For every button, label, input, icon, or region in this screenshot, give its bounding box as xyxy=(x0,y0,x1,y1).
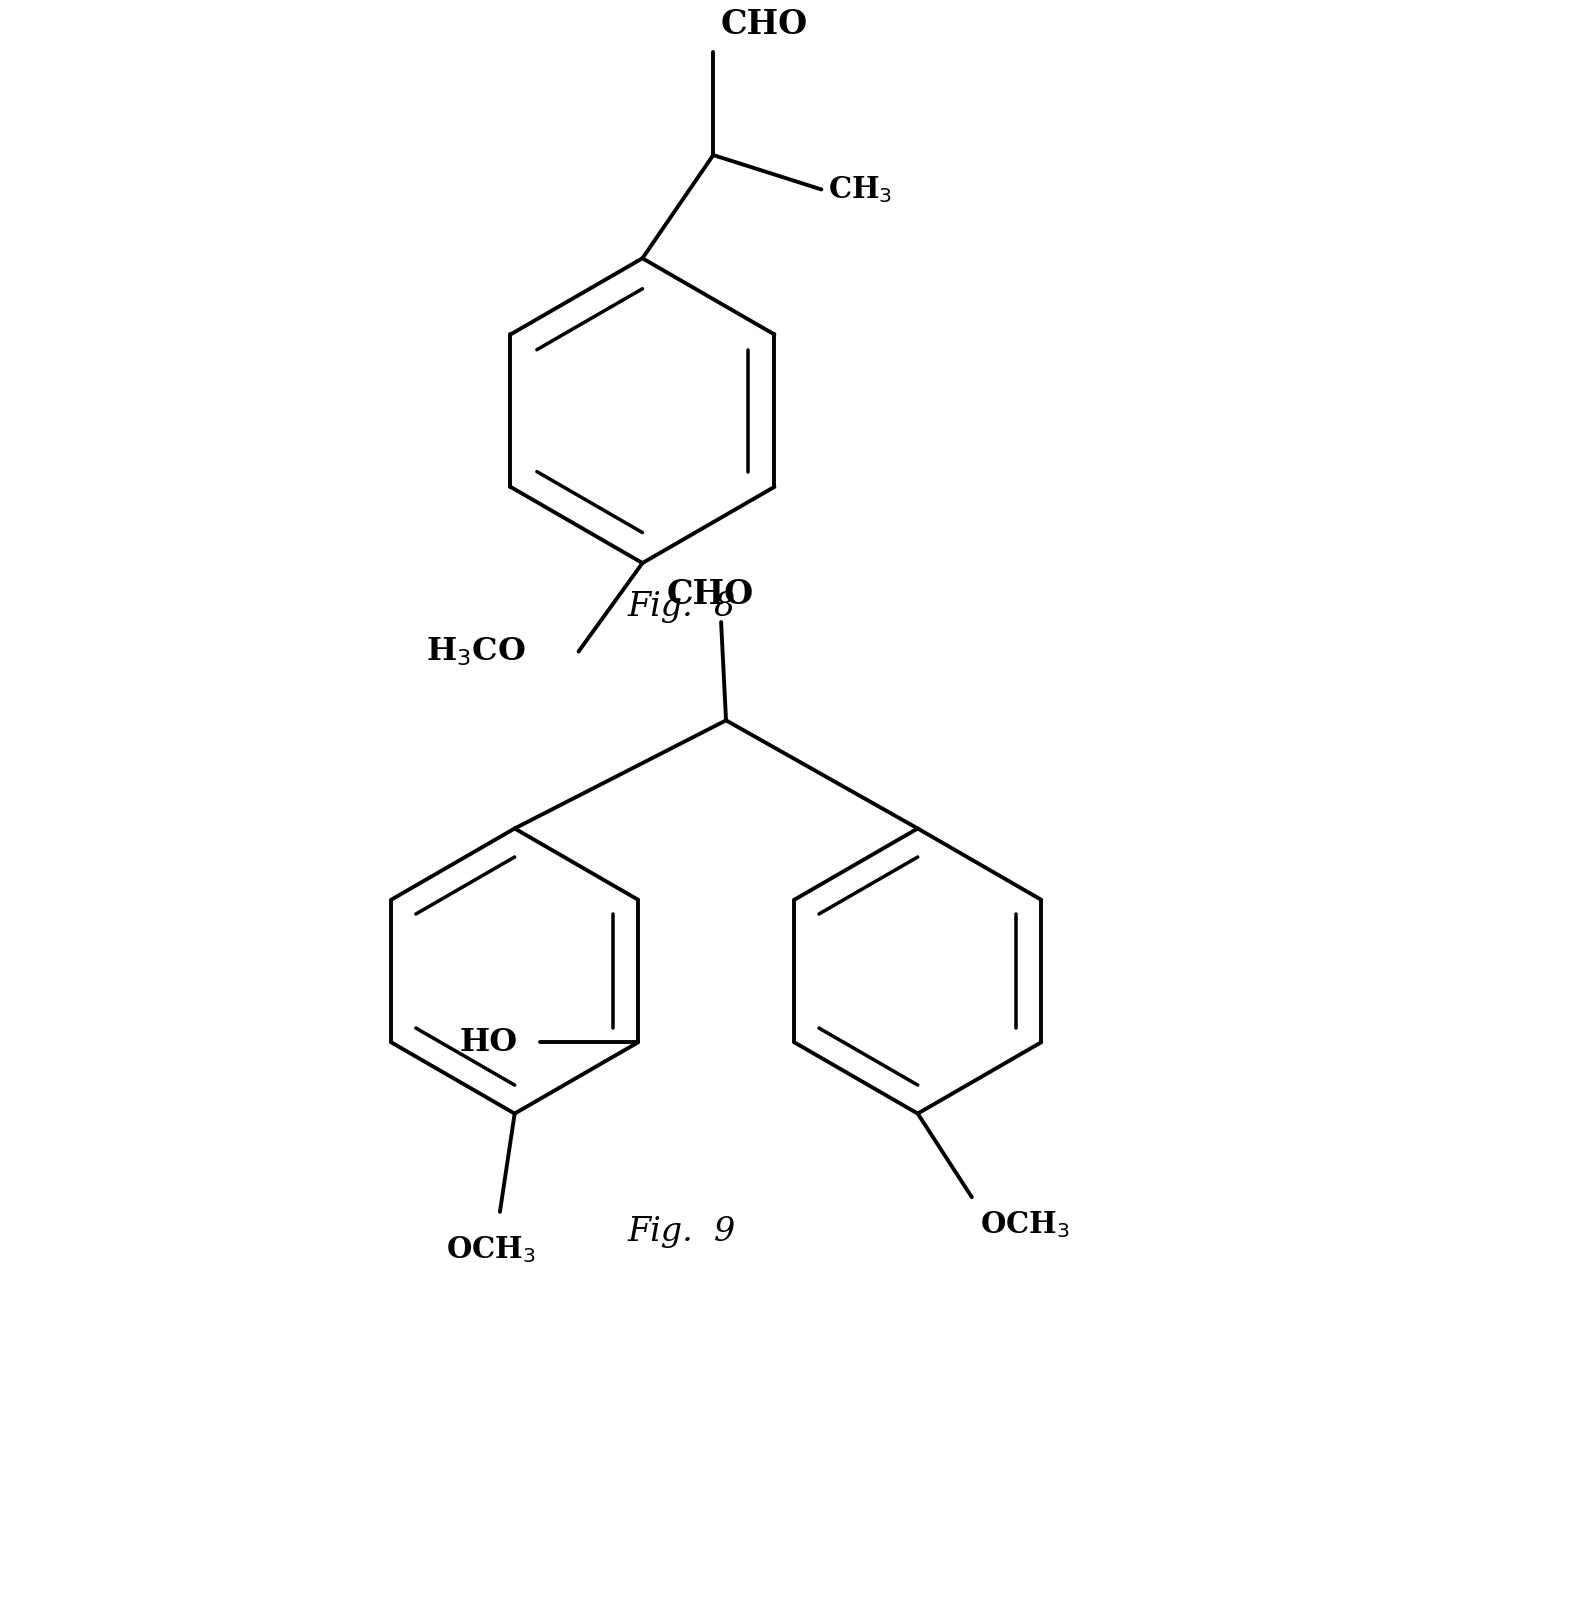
Text: HO: HO xyxy=(459,1027,517,1058)
Text: Fig.  9: Fig. 9 xyxy=(628,1216,735,1248)
Text: OCH$_3$: OCH$_3$ xyxy=(980,1210,1070,1240)
Text: CHO: CHO xyxy=(721,8,807,40)
Text: CH$_3$: CH$_3$ xyxy=(828,175,892,205)
Text: Fig.  8: Fig. 8 xyxy=(628,592,735,623)
Text: H$_3$CO: H$_3$CO xyxy=(426,635,526,668)
Text: OCH$_3$: OCH$_3$ xyxy=(446,1234,536,1264)
Text: CHO: CHO xyxy=(668,577,754,611)
